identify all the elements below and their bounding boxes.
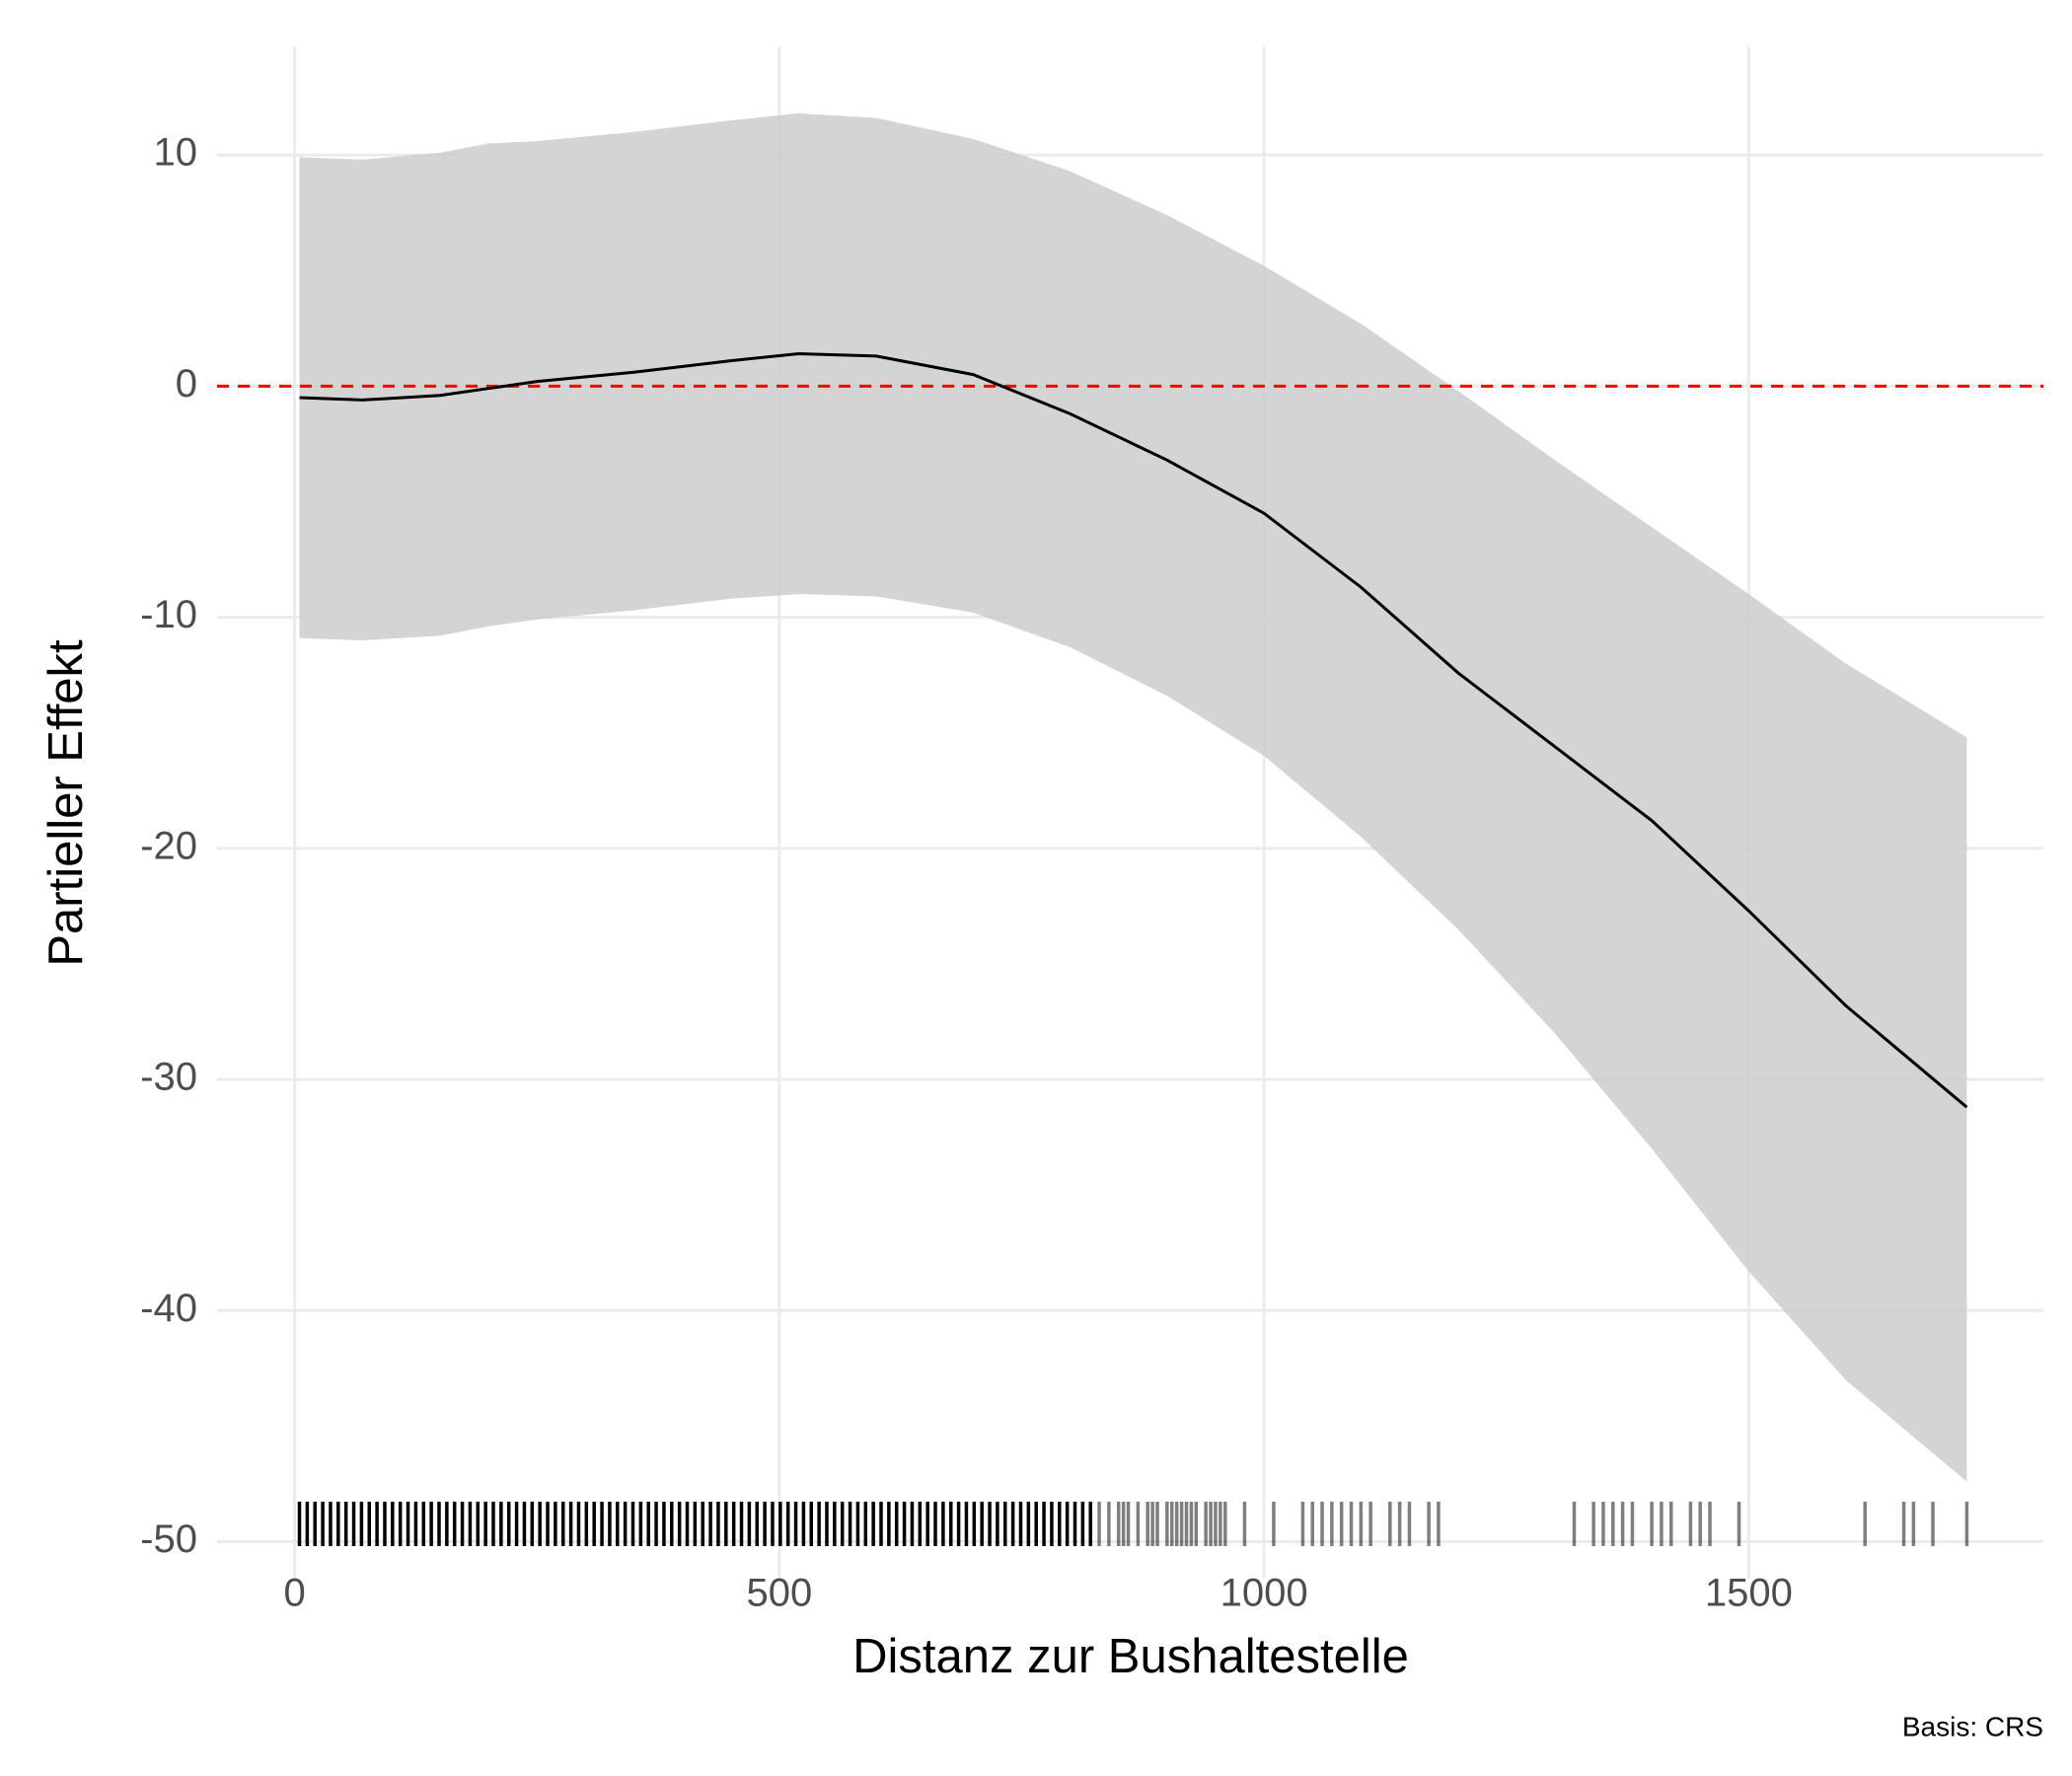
y-axis-title: Partieller Effekt — [39, 639, 93, 967]
caption: Basis: CRS — [1902, 1711, 2043, 1741]
confidence-band — [299, 112, 1967, 1482]
x-tick-label: 1000 — [1221, 1572, 1308, 1615]
y-tick-label: -30 — [140, 1056, 197, 1099]
x-tick-label: 0 — [283, 1572, 305, 1615]
y-tick-label: 0 — [176, 362, 197, 406]
y-tick-label: -40 — [140, 1287, 197, 1330]
y-tick-label: -20 — [140, 824, 197, 867]
y-tick-label: -50 — [140, 1517, 197, 1561]
y-tick-label: -10 — [140, 593, 197, 636]
y-tick-label: 10 — [154, 131, 198, 175]
x-tick-label: 500 — [746, 1572, 812, 1615]
x-tick-label: 1500 — [1705, 1572, 1793, 1615]
x-axis-title: Distanz zur Bushaltestelle — [852, 1630, 1409, 1683]
fit-line — [299, 351, 1968, 1109]
